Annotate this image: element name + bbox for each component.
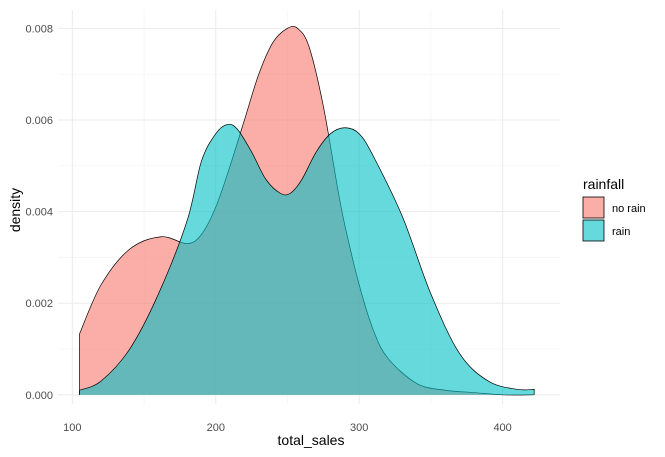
y-axis-title: density (7, 188, 23, 232)
y-tick-label: 0.000 (25, 390, 53, 402)
legend-key-rain (582, 219, 605, 242)
x-tick-label: 200 (207, 422, 225, 434)
legend-title: rainfall (583, 176, 624, 192)
y-tick-label: 0.006 (25, 115, 53, 127)
density-areas (79, 25, 535, 396)
y-tick-label: 0.008 (25, 23, 53, 35)
y-tick-label: 0.002 (25, 298, 53, 310)
y-tick-label: 0.004 (25, 207, 53, 219)
legend-label: rain (612, 226, 630, 238)
density-area-rain (79, 124, 535, 395)
x-tick-label: 300 (350, 422, 368, 434)
x-axis-ticks: 100 200 300 400 (63, 422, 512, 434)
legend-key-no-rain (582, 196, 605, 219)
x-tick-label: 100 (63, 422, 81, 434)
y-axis-ticks: 0.000 0.002 0.004 0.006 0.008 (25, 23, 53, 402)
x-tick-label: 400 (493, 422, 511, 434)
legend: rainfall no rain rain (582, 176, 646, 242)
density-line-rain (79, 123, 535, 395)
legend-label: no rain (612, 203, 646, 215)
x-axis-title: total_sales (278, 432, 345, 448)
